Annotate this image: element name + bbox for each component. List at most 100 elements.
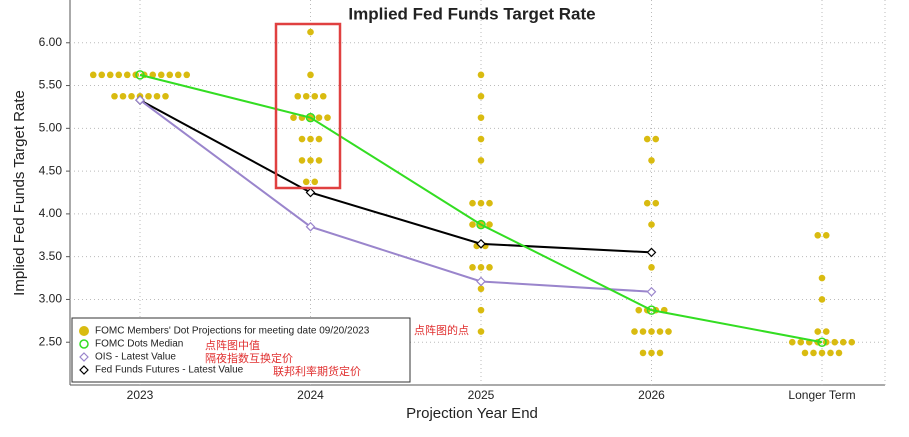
annotation: 隔夜指数互换定价 bbox=[205, 351, 293, 365]
fomc-dot bbox=[477, 92, 485, 100]
fomc-dot bbox=[656, 349, 664, 357]
fomc-dot bbox=[469, 221, 476, 228]
fomc-dot bbox=[469, 264, 476, 271]
fomc-dot bbox=[643, 135, 651, 143]
series-marker bbox=[646, 247, 657, 258]
fomc-dot bbox=[822, 328, 830, 335]
x-tick-label: 2026 bbox=[638, 388, 665, 402]
y-tick-label: 5.50 bbox=[39, 78, 63, 92]
fomc-dot bbox=[827, 349, 834, 357]
fomc-dot bbox=[810, 349, 817, 357]
fomc-dot bbox=[153, 92, 161, 100]
legend-label: Fed Funds Futures - Latest Value bbox=[95, 365, 244, 376]
fomc-dot bbox=[818, 274, 826, 282]
fomc-dot bbox=[788, 338, 796, 346]
legend-box bbox=[71, 317, 411, 383]
fomc-dot bbox=[183, 71, 191, 79]
fomc-dot bbox=[119, 92, 127, 100]
fomc-dot bbox=[477, 114, 485, 121]
fomc-dot bbox=[648, 349, 655, 357]
fomc-dot bbox=[818, 296, 826, 303]
fomc-dot bbox=[319, 92, 327, 100]
fomc-dot bbox=[145, 92, 152, 100]
x-tick-label: Longer Term bbox=[788, 388, 855, 402]
fomc-dot bbox=[469, 199, 476, 207]
fomc-dot bbox=[486, 264, 493, 271]
fomc-dot bbox=[814, 328, 822, 335]
fomc-dot bbox=[652, 199, 660, 207]
fomc-dot bbox=[831, 338, 839, 346]
fomc-dot bbox=[311, 178, 319, 186]
y-tick-label: 4.50 bbox=[39, 163, 63, 177]
fomc-dot bbox=[307, 157, 314, 164]
fomc-dot bbox=[315, 157, 323, 164]
fomc-dot bbox=[315, 135, 323, 143]
fomc-dot bbox=[652, 135, 660, 143]
y-axis-label: Implied Fed Funds Target Rate bbox=[11, 90, 28, 296]
fomc-dot bbox=[477, 135, 485, 143]
y-tick-label: 6.00 bbox=[39, 35, 63, 49]
fomc-dot bbox=[835, 349, 843, 357]
fomc-dot bbox=[307, 28, 314, 36]
fomc-dot bbox=[311, 92, 319, 100]
fomc-dot bbox=[665, 328, 672, 335]
fomc-dot bbox=[486, 221, 493, 228]
legend: FOMC Members' Dot Projections for meetin… bbox=[71, 317, 469, 383]
fomc-dot bbox=[648, 157, 655, 164]
fomc-dot bbox=[797, 338, 805, 346]
fomc-dot bbox=[302, 92, 310, 100]
fomc-dot bbox=[111, 92, 118, 100]
chart-title: Implied Fed Funds Target Rate bbox=[348, 4, 595, 23]
fomc-dot bbox=[848, 338, 856, 346]
fomc-dot bbox=[115, 71, 123, 79]
series-marker bbox=[476, 276, 486, 287]
series-marker bbox=[646, 286, 657, 297]
fomc-dot bbox=[174, 71, 182, 79]
fomc-dot bbox=[315, 114, 323, 121]
fomc-dot bbox=[162, 92, 169, 100]
fomc-dot bbox=[486, 199, 493, 207]
x-tick-label: 2025 bbox=[468, 388, 495, 402]
fomc-dot bbox=[477, 199, 485, 207]
fomc-dot bbox=[648, 221, 655, 228]
fomc-dot bbox=[648, 328, 655, 335]
fomc-dot bbox=[656, 328, 664, 335]
fomc-dot bbox=[839, 338, 847, 346]
fomc-dot bbox=[639, 349, 647, 357]
fomc-dot bbox=[106, 71, 114, 79]
y-tick-label: 3.00 bbox=[39, 292, 63, 306]
series-marker bbox=[476, 219, 486, 230]
fomc-dot bbox=[643, 199, 651, 207]
legend-marker bbox=[79, 339, 89, 349]
series-marker bbox=[135, 70, 145, 80]
fomc-dot bbox=[98, 71, 106, 79]
fomc-dot bbox=[157, 71, 165, 79]
x-axis-label: Projection Year End bbox=[406, 405, 538, 422]
fomc-dot bbox=[166, 71, 174, 79]
fomc-dot bbox=[477, 157, 485, 164]
annotation: 点阵图中值 bbox=[205, 338, 260, 352]
fomc-dot bbox=[635, 306, 643, 314]
series-marker bbox=[646, 305, 657, 315]
series-line bbox=[139, 73, 823, 344]
fomc-dot bbox=[128, 92, 135, 100]
fomc-dot bbox=[298, 135, 306, 143]
series-marker bbox=[476, 238, 486, 249]
legend-label: FOMC Members' Dot Projections for meetin… bbox=[95, 326, 370, 337]
series-line bbox=[139, 99, 652, 254]
fomc-dot bbox=[307, 135, 314, 143]
fomc-dot bbox=[477, 328, 485, 335]
legend-marker bbox=[79, 352, 89, 362]
fomc-dot bbox=[149, 71, 157, 79]
fomc-dot bbox=[477, 71, 485, 79]
fomc-dot bbox=[302, 178, 310, 186]
series-marker bbox=[305, 221, 316, 232]
annotation: 联邦利率期货定价 bbox=[273, 364, 361, 378]
annotation: 点阵图的点 bbox=[414, 323, 469, 337]
series-marker bbox=[305, 187, 316, 198]
y-tick-label: 5.00 bbox=[39, 121, 63, 135]
series-line bbox=[139, 99, 652, 293]
fomc-dot bbox=[298, 157, 306, 164]
fomc-dot bbox=[631, 328, 638, 335]
